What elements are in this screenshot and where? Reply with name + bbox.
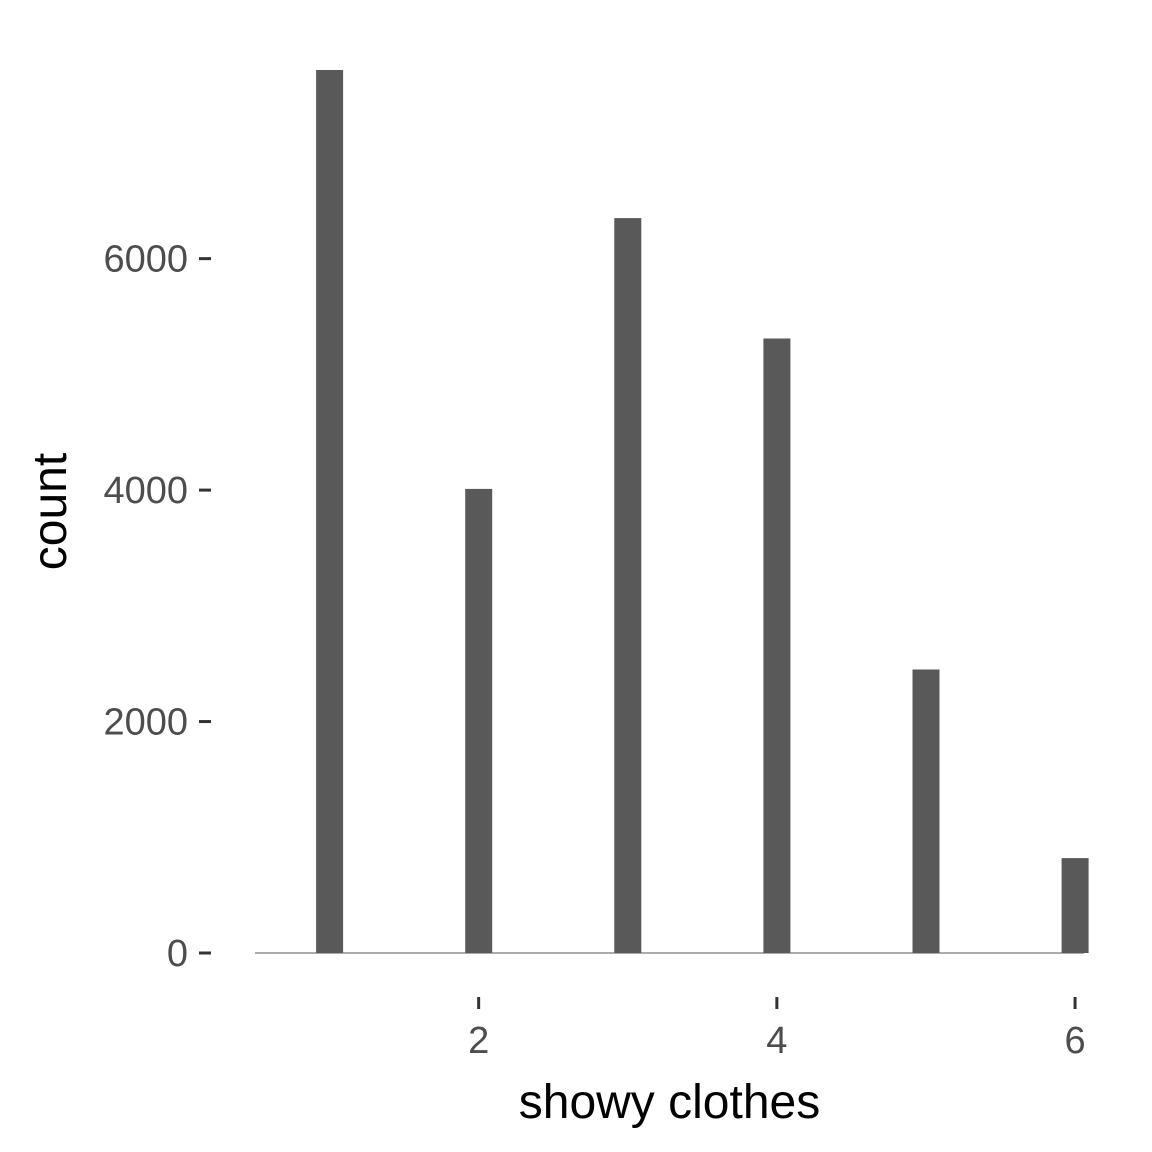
bar-4 <box>763 338 791 953</box>
bar-3 <box>614 218 642 954</box>
x-axis-title: showy clothes <box>519 1076 820 1129</box>
x-tick-label-6: 6 <box>1064 1020 1085 1062</box>
bar-2 <box>465 488 493 953</box>
y-tick-label-6000: 6000 <box>103 239 188 281</box>
bar-6 <box>1061 858 1089 953</box>
y-tick-label-4000: 4000 <box>103 470 188 512</box>
y-axis: 0 2000 4000 6000 <box>103 239 211 975</box>
bar-5 <box>912 669 940 953</box>
y-tick-label-2000: 2000 <box>103 702 188 744</box>
y-tick-label-0: 0 <box>167 933 188 975</box>
x-axis: 2 4 6 <box>468 997 1086 1062</box>
x-tick-label-4: 4 <box>766 1020 787 1062</box>
y-axis-title: count <box>24 453 77 570</box>
bar-1 <box>316 70 344 953</box>
x-tick-label-2: 2 <box>468 1020 489 1062</box>
bars-group <box>316 70 1089 954</box>
